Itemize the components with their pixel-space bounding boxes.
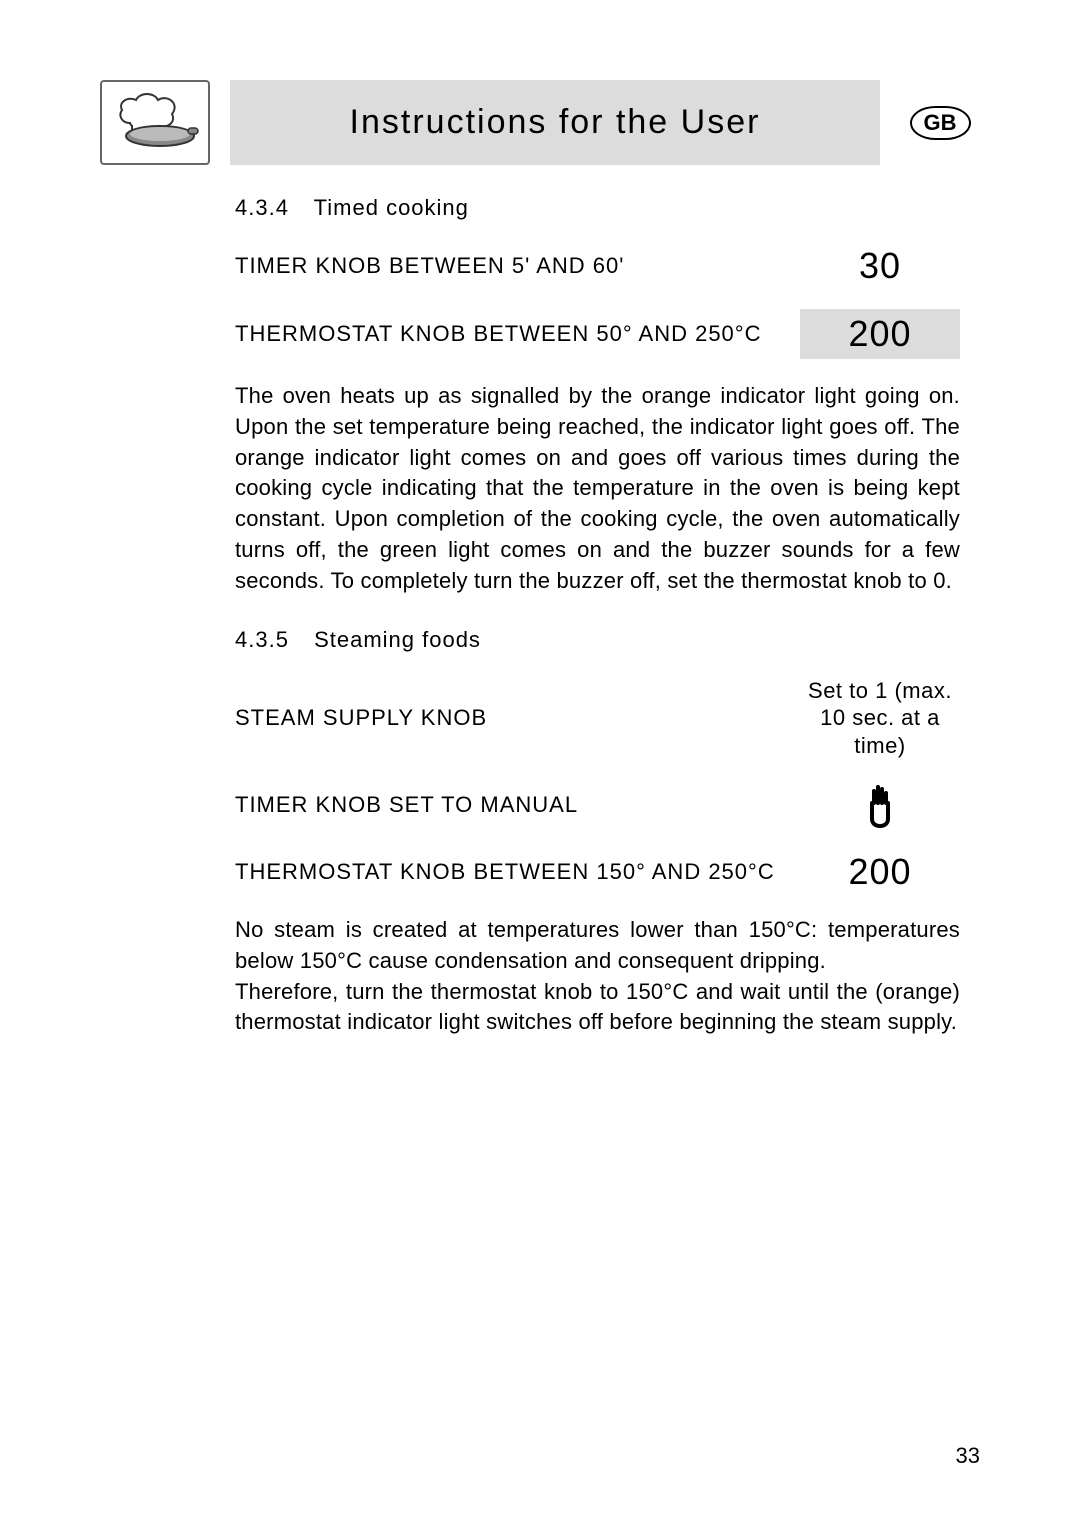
section-heading-timed-cooking: 4.3.4 Timed cooking [235, 195, 960, 221]
country-badge: GB [910, 106, 971, 140]
setting-value-200-boxed: 200 [800, 309, 960, 359]
section-title: Timed cooking [314, 195, 469, 220]
country-badge-wrap: GB [900, 80, 980, 165]
chef-icon [110, 88, 200, 158]
setting-label: TIMER KNOB SET TO MANUAL [235, 792, 800, 818]
page-title: Instructions for the User [350, 103, 761, 142]
section-title: Steaming foods [314, 627, 481, 652]
page-number: 33 [956, 1443, 980, 1469]
manual-hand-icon [856, 781, 904, 829]
section-number: 4.3.5 [235, 627, 289, 653]
setting-label: THERMOSTAT KNOB BETWEEN 50° AND 250°C [235, 321, 800, 347]
setting-row-thermostat-knob: THERMOSTAT KNOB BETWEEN 50° AND 250°C 20… [235, 309, 960, 359]
chef-logo-box [100, 80, 210, 165]
section-number: 4.3.4 [235, 195, 289, 221]
setting-label: THERMOSTAT KNOB BETWEEN 150° AND 250°C [235, 859, 800, 885]
setting-label: STEAM SUPPLY KNOB [235, 705, 800, 731]
content-area: 4.3.4 Timed cooking TIMER KNOB BETWEEN 5… [100, 195, 980, 1038]
section-heading-steaming-foods: 4.3.5 Steaming foods [235, 627, 960, 653]
paragraph-steaming-foods: No steam is created at temperatures lowe… [235, 915, 960, 1038]
paragraph-timed-cooking: The oven heats up as signalled by the or… [235, 381, 960, 597]
setting-row-steam-supply: STEAM SUPPLY KNOB Set to 1 (max. 10 sec.… [235, 677, 960, 760]
setting-value-steam-note: Set to 1 (max. 10 sec. at a time) [800, 677, 960, 760]
setting-value-200: 200 [800, 851, 960, 893]
setting-value-manual-icon [800, 781, 960, 829]
setting-row-thermostat-150-250: THERMOSTAT KNOB BETWEEN 150° AND 250°C 2… [235, 851, 960, 893]
setting-value-30: 30 [800, 245, 960, 287]
setting-row-timer-knob: TIMER KNOB BETWEEN 5' AND 60' 30 [235, 245, 960, 287]
header-row: Instructions for the User GB [100, 80, 980, 165]
page: Instructions for the User GB 4.3.4 Timed… [0, 0, 1080, 1529]
setting-label: TIMER KNOB BETWEEN 5' AND 60' [235, 253, 800, 279]
page-title-bar: Instructions for the User [230, 80, 880, 165]
setting-row-timer-manual: TIMER KNOB SET TO MANUAL [235, 781, 960, 829]
